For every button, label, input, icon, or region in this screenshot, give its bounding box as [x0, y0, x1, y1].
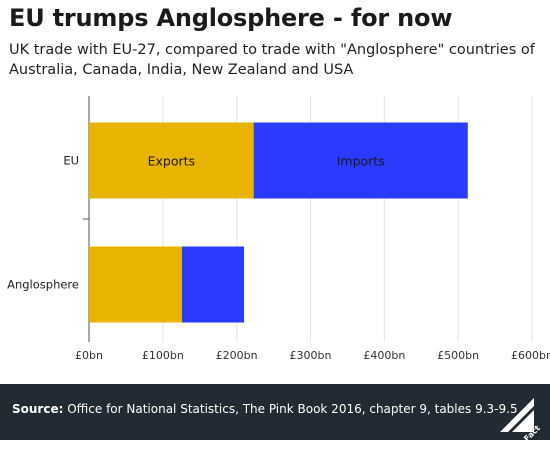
x-tick-label: £600bn [511, 349, 550, 362]
bar-imports-eu [253, 122, 468, 199]
bar-exports-eu [89, 122, 254, 199]
x-tick-label: £300bn [290, 349, 332, 362]
source-text: Office for National Statistics, The Pink… [67, 402, 518, 416]
full-fact-logo-icon [500, 398, 534, 432]
x-tick-label: £200bn [216, 349, 258, 362]
x-tick-label: £100bn [142, 349, 184, 362]
source-label: Source: [12, 402, 64, 416]
bar-chart: £0bn £100bn £200bn £300bn £400bn £500bn £600bn… [7, 96, 550, 362]
category-label: EU [63, 154, 79, 168]
bar-exports-anglosphere [89, 246, 183, 323]
x-tick-label: £400bn [363, 349, 405, 362]
x-tick-label: £500bn [437, 349, 479, 362]
source-note: Source: Office for National Statistics, … [12, 402, 518, 416]
chart-subtitle: UK trade with EU-27, compared to trade w… [9, 42, 535, 78]
bar-imports-anglosphere [182, 246, 245, 323]
category-label: Anglosphere [7, 278, 79, 292]
footer: Source: Office for National Statistics, … [0, 384, 550, 457]
chart-title: EU trumps Anglosphere - for now [9, 4, 453, 32]
series-label-exports: Exports [148, 154, 195, 169]
x-tick-label: £0bn [75, 349, 103, 362]
series-label-imports: Imports [337, 154, 385, 169]
